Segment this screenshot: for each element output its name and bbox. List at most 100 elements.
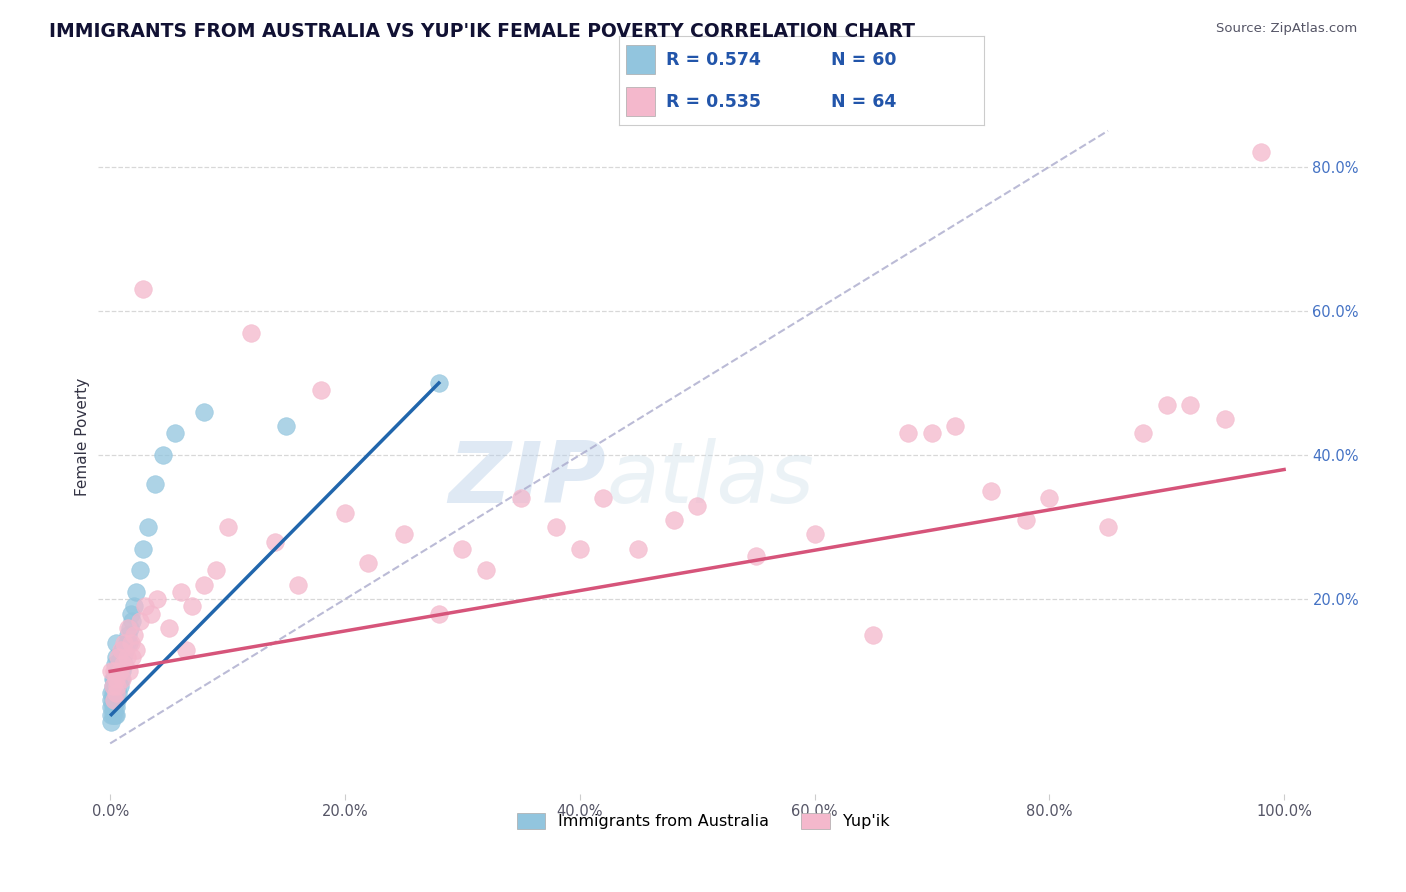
Point [105, 665, 128, 679]
Point [118, 635, 141, 649]
Point [100, 693, 122, 707]
Point [122, 628, 145, 642]
Point [125, 585, 148, 599]
Point [105, 700, 128, 714]
Point [104, 657, 127, 672]
Point [117, 628, 139, 642]
Point [101, 679, 124, 693]
Point [1132, 426, 1154, 441]
Point [105, 679, 128, 693]
Text: N = 64: N = 64 [831, 93, 896, 111]
Point [105, 649, 128, 664]
Point [101, 707, 124, 722]
Point [546, 520, 568, 534]
Point [100, 665, 122, 679]
Point [120, 635, 142, 649]
Legend: Immigrants from Australia, Yup'ik: Immigrants from Australia, Yup'ik [510, 806, 896, 836]
Point [134, 599, 156, 614]
Point [101, 700, 124, 714]
Point [627, 541, 650, 556]
Point [104, 672, 127, 686]
Point [152, 448, 174, 462]
Point [108, 665, 131, 679]
Point [103, 686, 125, 700]
Point [101, 686, 124, 700]
Point [107, 672, 129, 686]
Point [1180, 398, 1202, 412]
Point [745, 549, 768, 563]
Point [105, 672, 128, 686]
Point [103, 693, 125, 707]
Point [103, 679, 125, 693]
Point [862, 628, 884, 642]
Point [686, 499, 709, 513]
Text: R = 0.535: R = 0.535 [666, 93, 761, 111]
Point [100, 686, 122, 700]
Point [104, 707, 127, 722]
Point [105, 707, 128, 722]
Point [101, 672, 124, 686]
Point [163, 426, 186, 441]
Point [112, 649, 135, 664]
Point [100, 707, 122, 722]
Point [1038, 491, 1060, 506]
Point [193, 405, 215, 419]
Point [118, 665, 141, 679]
Point [451, 541, 474, 556]
Point [510, 491, 533, 506]
Point [103, 693, 125, 707]
Point [104, 686, 127, 700]
Point [101, 693, 124, 707]
Point [897, 426, 920, 441]
Point [100, 714, 122, 729]
Text: ZIP: ZIP [449, 438, 606, 522]
Point [108, 679, 131, 693]
Point [111, 672, 134, 686]
Point [357, 556, 380, 570]
Point [181, 599, 204, 614]
Point [108, 665, 131, 679]
Point [980, 484, 1002, 499]
Point [568, 541, 591, 556]
Text: R = 0.574: R = 0.574 [666, 51, 761, 69]
Point [125, 642, 148, 657]
Point [204, 563, 226, 577]
Point [112, 657, 135, 672]
Point [193, 578, 215, 592]
Point [427, 376, 450, 390]
Point [121, 614, 143, 628]
Point [110, 649, 132, 664]
Point [105, 672, 128, 686]
Point [311, 383, 333, 397]
Point [105, 679, 128, 693]
Point [103, 665, 125, 679]
Point [169, 585, 191, 599]
Point [945, 419, 967, 434]
Text: IMMIGRANTS FROM AUSTRALIA VS YUP'IK FEMALE POVERTY CORRELATION CHART: IMMIGRANTS FROM AUSTRALIA VS YUP'IK FEMA… [49, 22, 915, 41]
Point [392, 527, 415, 541]
Point [217, 520, 239, 534]
Point [115, 649, 138, 664]
Point [475, 563, 498, 577]
Text: N = 60: N = 60 [831, 51, 896, 69]
Text: Source: ZipAtlas.com: Source: ZipAtlas.com [1216, 22, 1357, 36]
Point [105, 665, 128, 679]
Point [263, 534, 285, 549]
Point [117, 621, 139, 635]
Point [136, 520, 159, 534]
Y-axis label: Female Poverty: Female Poverty [75, 378, 90, 496]
Point [101, 679, 124, 693]
Point [132, 541, 155, 556]
Point [103, 672, 125, 686]
Point [112, 657, 135, 672]
Point [276, 419, 298, 434]
Point [111, 642, 134, 657]
Point [921, 426, 943, 441]
Point [120, 621, 142, 635]
FancyBboxPatch shape [626, 45, 655, 74]
Point [333, 506, 356, 520]
Point [105, 686, 128, 700]
Point [1156, 398, 1178, 412]
Point [107, 686, 129, 700]
Point [120, 607, 142, 621]
